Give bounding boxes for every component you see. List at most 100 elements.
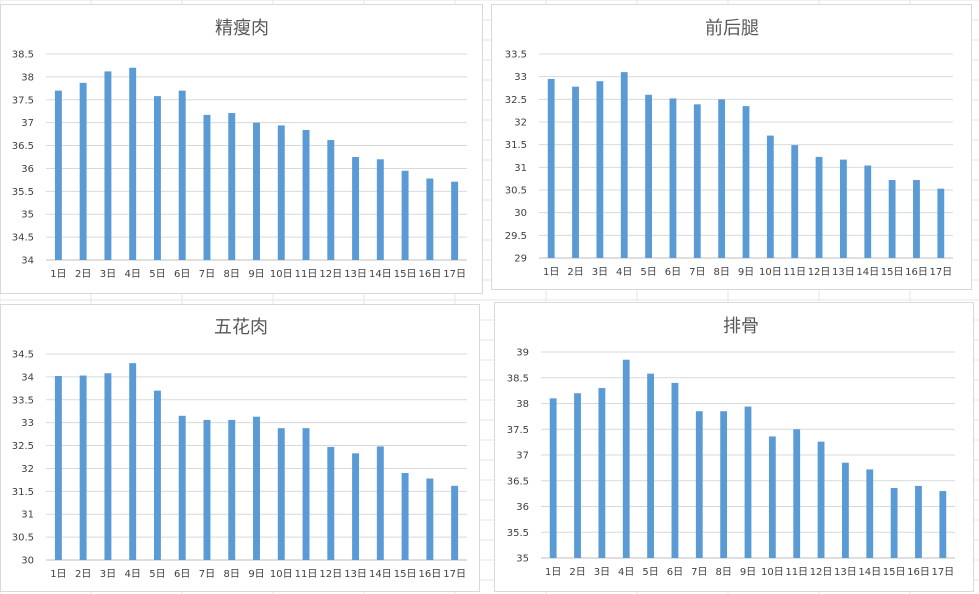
x-tick-label: 8日: [224, 269, 240, 280]
bar[interactable]: [376, 159, 384, 260]
y-tick-label: 32.5: [12, 441, 34, 452]
bar[interactable]: [352, 157, 360, 260]
bar[interactable]: [840, 159, 847, 258]
bar[interactable]: [866, 469, 874, 558]
x-tick-label: 1日: [543, 267, 559, 278]
x-tick-label: 13日: [832, 267, 855, 278]
bar[interactable]: [817, 441, 825, 558]
y-tick-label: 35: [516, 554, 529, 565]
bar[interactable]: [327, 446, 335, 560]
y-tick-label: 36.5: [507, 476, 529, 487]
x-tick-label: 2日: [75, 269, 91, 280]
bar[interactable]: [253, 122, 260, 261]
chart-lean-pork[interactable]: 精瘦肉 34 34.5 35 35.5 36 36.5 37 37.5 38 38.5 1日 2日 3日…: [0, 4, 483, 294]
x-tick-label: 5日: [640, 267, 656, 278]
bar[interactable]: [888, 180, 896, 258]
y-tick-label: 38: [516, 399, 529, 410]
bar[interactable]: [401, 170, 409, 260]
x-tick-label: 15日: [881, 267, 904, 278]
bar[interactable]: [203, 114, 211, 260]
bar[interactable]: [178, 90, 186, 260]
bar[interactable]: [793, 429, 801, 558]
bar[interactable]: [744, 406, 752, 558]
bar[interactable]: [864, 165, 872, 258]
bar[interactable]: [302, 428, 310, 560]
bar[interactable]: [622, 359, 630, 558]
bar[interactable]: [647, 373, 654, 558]
bar[interactable]: [203, 419, 211, 560]
bar[interactable]: [104, 373, 112, 560]
x-tick-label: 6日: [174, 569, 190, 580]
x-tick-label: 3日: [592, 267, 608, 278]
x-tick-label: 10日: [761, 567, 784, 578]
bar[interactable]: [693, 104, 701, 258]
y-tick-label: 33: [21, 418, 34, 429]
bar[interactable]: [79, 375, 87, 560]
bar[interactable]: [54, 375, 62, 560]
bar[interactable]: [228, 113, 236, 260]
bar[interactable]: [718, 99, 726, 258]
bar[interactable]: [766, 135, 774, 258]
bar[interactable]: [598, 388, 606, 558]
bar[interactable]: [178, 415, 186, 560]
bar[interactable]: [54, 90, 62, 260]
bar[interactable]: [645, 94, 652, 258]
y-tick-label: 31.5: [12, 487, 34, 498]
bar[interactable]: [302, 129, 310, 260]
bar[interactable]: [228, 419, 236, 560]
bar[interactable]: [937, 188, 945, 258]
bar[interactable]: [669, 98, 677, 258]
chart-ribs[interactable]: 排骨 35 35.5 36 36.5 37 37.5 38 38.5 39 1日 2日 3日 4日 5日 6…: [494, 302, 974, 592]
bar[interactable]: [596, 81, 604, 258]
x-tick-label: 1日: [50, 269, 66, 280]
x-tick-label: 3日: [100, 569, 116, 580]
chart-leg-pork[interactable]: 前后腿 29 29.5 30 30.5 31 31.5 32 32.5 33 33.5 1日 2日 3日…: [491, 4, 972, 290]
y-tick-label: 30.5: [505, 186, 527, 197]
bar[interactable]: [842, 462, 849, 558]
bar[interactable]: [720, 411, 728, 558]
y-tick-label: 37.5: [12, 95, 34, 106]
bar[interactable]: [401, 473, 409, 560]
bar[interactable]: [791, 145, 799, 258]
x-tick-label: 7日: [691, 567, 707, 578]
x-tick-label: 9日: [740, 567, 756, 578]
bar[interactable]: [253, 416, 260, 560]
bar[interactable]: [79, 82, 87, 260]
bar[interactable]: [153, 96, 161, 260]
bar[interactable]: [451, 485, 459, 560]
bar[interactable]: [104, 71, 112, 260]
bar[interactable]: [574, 393, 581, 558]
bar[interactable]: [153, 390, 161, 560]
bar[interactable]: [939, 491, 947, 558]
bar[interactable]: [327, 140, 335, 260]
x-tick-label: 13日: [344, 269, 367, 280]
bar[interactable]: [620, 72, 628, 258]
bar[interactable]: [695, 411, 703, 558]
bar[interactable]: [915, 485, 922, 558]
bar[interactable]: [547, 78, 555, 258]
bar[interactable]: [277, 428, 285, 560]
chart-pork-belly-svg: 五花肉 30 30.5 31 31.5 32 32.5 33 33.5 34 34.5 1日 2日 3日…: [12, 317, 467, 580]
y-tick-label: 31: [21, 510, 34, 521]
plot-area: 29 29.5 30 30.5 31 31.5 32 32.5 33 33.5 1日 2日 3日 4日 5日…: [505, 50, 953, 278]
bar[interactable]: [890, 487, 898, 558]
bar[interactable]: [451, 181, 459, 260]
x-tick-label: 12日: [319, 269, 342, 280]
bar[interactable]: [549, 398, 557, 558]
bar[interactable]: [277, 125, 285, 260]
bar[interactable]: [129, 363, 137, 560]
bar[interactable]: [671, 382, 679, 558]
bar[interactable]: [129, 67, 137, 260]
bar[interactable]: [352, 453, 360, 560]
bar[interactable]: [768, 436, 776, 558]
bar[interactable]: [426, 478, 434, 560]
bar[interactable]: [815, 156, 823, 258]
bar[interactable]: [376, 446, 384, 560]
bar[interactable]: [913, 180, 920, 258]
chart-pork-belly[interactable]: 五花肉 30 30.5 31 31.5 32 32.5 33 33.5 34 34.5 1日 2日 3日…: [0, 304, 480, 592]
bar[interactable]: [572, 86, 579, 258]
y-tick-label: 34: [21, 256, 34, 267]
bar[interactable]: [426, 178, 434, 260]
bar[interactable]: [742, 106, 750, 258]
x-tick-label: 7日: [199, 569, 215, 580]
